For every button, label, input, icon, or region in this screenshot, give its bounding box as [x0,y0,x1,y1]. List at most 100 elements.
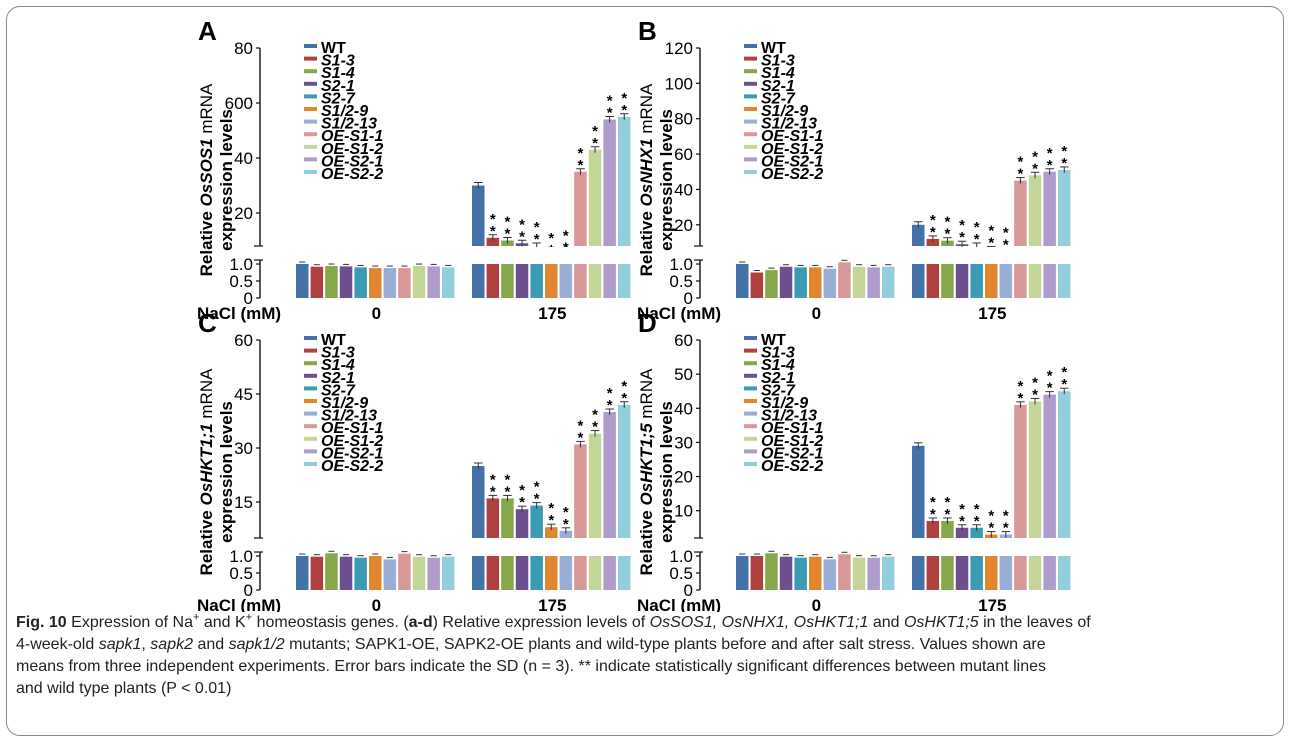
panel-c-bar-175mM [574,444,587,538]
panel-b-legend-label: WT [761,40,786,57]
panel-b-upper-tick-label: 100 [665,74,693,93]
panel-c-bar-0mM [369,556,382,590]
panel-b-significance-star: * [1032,148,1038,165]
panel-c-legend-swatch [304,436,317,441]
panel-a-legend-swatch [304,107,317,111]
panel-d-bar-175mM-base [941,556,954,590]
panel-d-bar-175mM-base [1058,556,1071,590]
panel-b-significance-star: * [930,224,936,241]
panel-d-significance-star: * [1032,386,1038,403]
panel-c-legend-label: OE-S1-2 [321,433,383,450]
panel-a-significance-star: * [534,219,540,236]
panel-c-bar-175mM-base [545,556,558,590]
panel-a-bar-0mM [383,268,397,298]
panel-b-lower-tick-label: 0.5 [669,272,693,291]
panel-b-legend-swatch [744,69,757,74]
panel-b-bar-175mM-base [1043,264,1056,298]
panel-c-significance-star: * [592,407,598,424]
panel-a-bar-175mM-base [545,264,558,298]
panel-b-bar-175mM-base [970,264,983,298]
panel-d-significance-star: * [974,513,980,530]
panel-d-bar-175mM [1028,401,1042,538]
panel-c-significance-star: * [578,429,584,446]
panel-d-significance-star: * [945,494,951,511]
panel-c-legend-swatch [304,449,317,454]
panel-a-legend-swatch [304,69,317,74]
panel-c-bar-175mM [559,530,573,538]
panel-d-significance-star: * [1032,374,1038,391]
panel-b-legend-swatch [744,157,757,162]
panel-c-legend-swatch [304,348,317,353]
panel-b-bar-175mM-base [955,264,969,298]
panel-c-bar-175mM [545,527,558,538]
panel-c-legend-label: S1-3 [321,345,355,362]
caption-and-1: and [868,614,904,631]
panel-c-bar-175mM-base [472,556,485,590]
panel-c-significance-star: * [621,378,627,395]
panel-a-bar-175mM [472,185,485,246]
panel-d-ylabel-prefix: Relative [637,506,656,576]
caption-comma-1: , [141,636,151,653]
panel-a-legend-swatch [304,81,317,86]
panel-d-legend-label: S2-1 [761,370,795,387]
panel-d-xlabel: NaCl (mM) [637,596,721,612]
panel-a-upper-tick-label: 20 [234,204,253,223]
caption-text-1d: ) Relative expression levels of [432,614,650,631]
panel-d-bar-175mM-base [912,556,925,590]
panel-d-significance-star: * [945,506,951,523]
panel-b-lower-tick-label: 1.0 [669,255,693,274]
panel-b-upper-tick-label: 20 [674,216,693,235]
panel-a-bar-175mM-base [530,264,543,298]
panel-b-legend-label: OE-S1-1 [761,128,823,145]
panel-d-legend-swatch [744,436,757,441]
panel-b-bar-0mM [823,268,837,298]
panel-d-lower-tick-label: 0.5 [669,564,693,583]
panel-d-bar-0mM [736,556,749,590]
panel-b-bar-0mM [852,266,866,298]
panel-b-significance-star: * [1061,155,1067,172]
panel-c-bar-175mM [588,433,602,538]
panel-d-bar-0mM [852,557,866,590]
panel-c-legend-label: OE-S2-2 [321,458,383,475]
caption-text-1a: Expression of Na [71,614,193,631]
panel-b-ylabel-line1: Relative OsNHX1 mRNA [637,83,656,276]
panel-c-significance-star: * [621,390,627,407]
panel-a-bar-175mM-base [603,264,616,298]
panel-c-ylabel-suffix: mRNA [197,368,216,423]
panel-c-significance-star: * [607,385,613,402]
panel-a-lower-tick-label: 1.0 [229,255,253,274]
panel-c-bar-0mM [296,556,309,590]
panel-d-significance-star: * [959,513,965,530]
panel-d-legend-swatch [744,373,757,378]
panel-c-bar-175mM [530,505,543,538]
caption-text-1c: homeostasis genes. ( [252,614,409,631]
panel-c-bar-175mM-base [486,556,500,590]
panel-a-significance-star: * [490,211,496,228]
panel-c-ylabel-prefix: Relative [197,506,216,576]
panel-b-upper-tick-label: 120 [665,39,693,58]
panel-c-upper-tick-label: 30 [234,439,253,458]
panel-a-bar-0mM [296,264,309,298]
panel-d-bar-0mM [779,556,793,590]
panel-b-bar-175mM-base [926,264,940,298]
panel-b-legend-label: S1/2-9 [761,103,808,120]
panel-d-bar-175mM [1014,404,1027,538]
panel-b-upper-tick-label: 80 [674,110,693,129]
caption-text-1b: and K [199,614,246,631]
panel-d-upper-tick-label: 50 [674,365,693,384]
panel-b-legend-label: S1/2-13 [761,116,817,133]
panel-c-bar-175mM-base [618,556,631,590]
panel-a-bar-0mM [442,267,455,298]
panel-a-significance-star: * [578,145,584,162]
panel-c-group-label-0: 0 [372,596,381,612]
panel-b-significance-star: * [988,223,994,240]
panel-c-significance-star: * [563,516,569,533]
panel-b-legend-swatch [744,107,757,111]
panel-d-ylabel-gene: OsHKT1;5 [637,423,656,506]
panel-b-legend-label: OE-S2-1 [761,153,823,170]
panel-d-bar-175mM [1043,394,1056,538]
caption-sup-2: + [245,611,253,624]
panel-a-significance-star: * [519,216,525,233]
panel-d-significance-star: * [1018,390,1024,407]
